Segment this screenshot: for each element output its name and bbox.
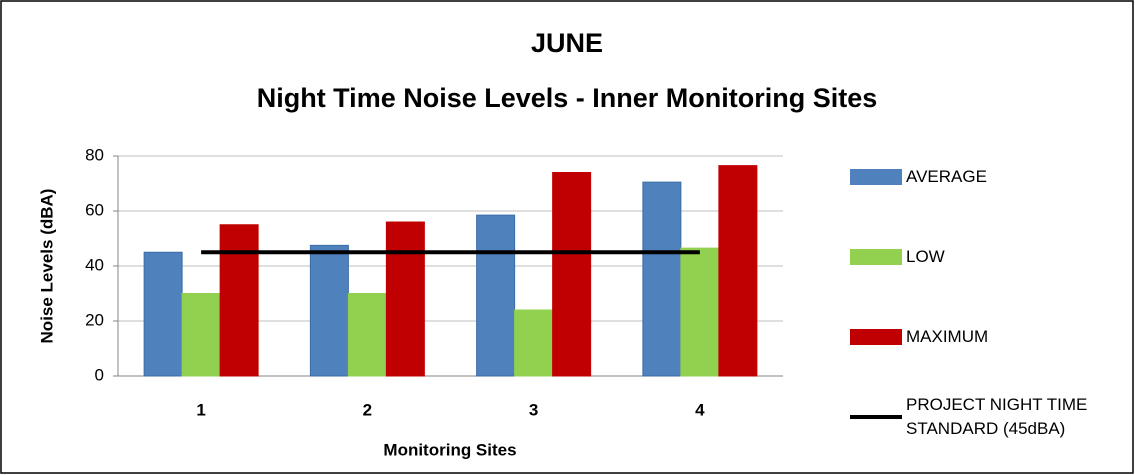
legend-item: MAXIMUM	[850, 313, 1116, 361]
x-axis-title: Monitoring Sites	[383, 440, 516, 459]
bar	[718, 165, 758, 377]
y-tick-label: 60	[85, 200, 104, 219]
legend-swatch	[850, 169, 902, 185]
legend-item: LOW	[850, 233, 1116, 281]
legend-swatch	[850, 415, 902, 419]
bar	[642, 181, 682, 377]
y-axis-title: Noise Levels (dBA)	[37, 189, 56, 344]
x-tick-label: 2	[363, 400, 372, 419]
x-tick-label: 3	[529, 400, 538, 419]
x-tick-label: 1	[196, 400, 205, 419]
bar	[181, 293, 221, 377]
y-tick-label: 0	[95, 365, 104, 384]
chart-title: JUNE	[531, 28, 603, 58]
bar	[680, 247, 720, 377]
bar	[514, 309, 554, 377]
legend-item: PROJECT NIGHT TIME STANDARD (45dBA)	[850, 393, 1116, 441]
y-tick-label: 40	[85, 255, 104, 274]
legend-swatch	[850, 329, 902, 345]
bar	[347, 293, 387, 377]
chart-subtitle: Night Time Noise Levels - Inner Monitori…	[257, 83, 878, 113]
x-tick-label: 4	[695, 400, 705, 419]
bar	[476, 214, 516, 377]
bar	[385, 221, 425, 377]
bar	[143, 251, 183, 377]
legend-label: MAXIMUM	[906, 327, 989, 346]
legend-label: PROJECT NIGHT TIME STANDARD (45dBA)	[906, 395, 1088, 438]
legend-swatch	[850, 249, 902, 265]
legend-label: LOW	[906, 247, 945, 266]
legend-item: AVERAGE	[850, 153, 1116, 201]
legend-label: AVERAGE	[906, 167, 987, 186]
bar	[219, 224, 259, 377]
y-tick-label: 20	[85, 310, 104, 329]
bar	[309, 244, 349, 377]
y-tick-label: 80	[85, 145, 104, 164]
bar	[552, 172, 592, 377]
